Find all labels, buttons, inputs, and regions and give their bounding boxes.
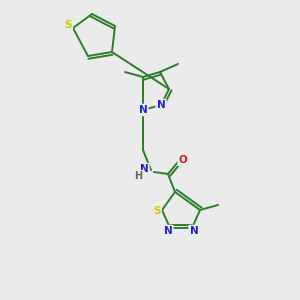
Text: N: N	[139, 105, 147, 115]
Text: S: S	[153, 206, 161, 216]
Text: O: O	[178, 155, 188, 165]
Text: N: N	[164, 226, 172, 236]
Text: N: N	[190, 226, 198, 236]
Text: N: N	[157, 100, 165, 110]
Text: N: N	[140, 164, 148, 174]
Text: H: H	[134, 171, 142, 181]
Text: S: S	[64, 20, 72, 30]
